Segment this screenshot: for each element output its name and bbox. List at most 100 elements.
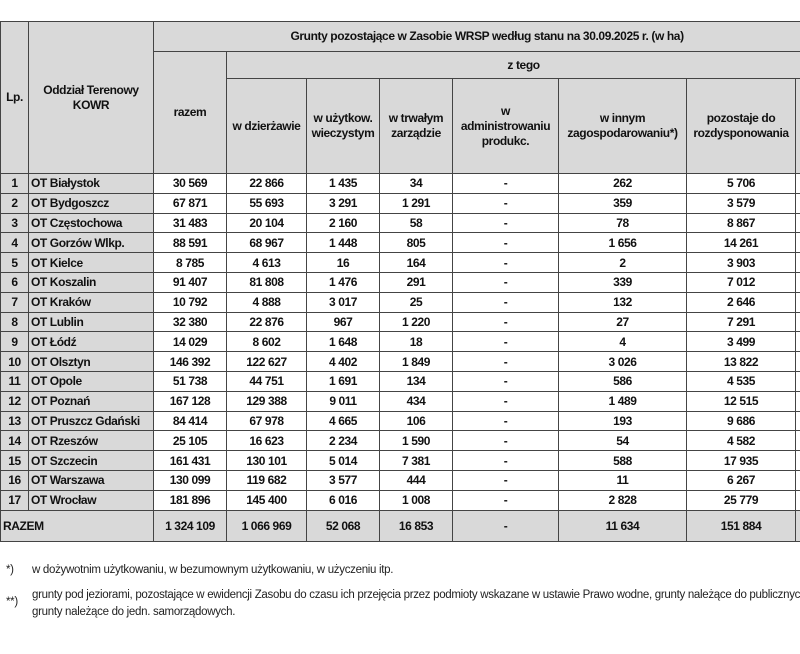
cell-razem: 10 792 [153,291,227,313]
table-row: 15 OT Szczecin 161 431 130 101 5 014 7 381-58… [0,450,800,471]
cell-razem: 91 407 [153,271,227,293]
row-number: 5 [0,252,29,273]
table-row: 11 OT Opole 51 738 44 751 1 691 134-586 4 535 [0,370,800,392]
row-number: 1 [0,173,29,194]
cell-uzytkow: 1 476 [306,271,380,293]
row-number: 6 [0,271,29,293]
cell-admin: - [452,311,559,333]
branch-name: OT Warszawa [28,469,154,491]
table-row: 4 OT Gorzów Wlkp. 88 591 68 967 1 448 805-1 6… [0,232,800,254]
branch-name: OT Opole [28,370,154,392]
cell-pozostaje: 9 686 [686,410,796,432]
table-row: 14 OT Rzeszów 25 105 16 623 2 234 1 590-54 4 5… [0,430,800,452]
cell-cut-off [794,509,800,542]
cell-dzierzawa: 129 388 [226,390,307,412]
table-row: 10 OT Olsztyn 146 392 122 627 4 402 1 849-3 0… [0,351,800,372]
row-number: 13 [0,410,29,432]
cell-uzytkow: 1 448 [306,232,380,254]
total-inny: 11 634 [558,509,687,542]
cell-cut-off [794,489,800,511]
cell-admin: - [452,252,559,273]
cell-cut-off [794,370,800,392]
total-label: RAZEM [0,509,154,542]
cell-razem: 146 392 [153,351,227,372]
cell-uzytkow: 1 435 [306,173,380,194]
cell-cut-off [794,469,800,491]
cell-uzytkow: 5 014 [306,450,380,471]
cell-dzierzawa: 8 602 [226,331,307,353]
row-number: 8 [0,311,29,333]
footnote-mark: **) [6,596,18,608]
cell-uzytkow: 1 691 [306,370,380,392]
footnote-1: *) w dożywotnim użytkowaniu, w bezumowny… [6,562,800,579]
cell-trwaly: 58 [379,212,453,234]
branch-name: OT Łódź [28,331,154,353]
land-resources-table: Lp. Oddział Terenowy KOWR Grunty pozosta… [0,21,800,542]
cell-dzierzawa: 4 888 [226,291,307,313]
cell-pozostaje: 3 579 [686,192,796,214]
cell-trwaly: 1 291 [379,192,453,214]
cell-pozostaje: 5 706 [686,173,796,194]
cell-inny: 1 489 [558,390,687,412]
table-row: 13 OT Pruszcz Gdański 84 414 67 978 4 665 106… [0,410,800,432]
table-row: 16 OT Warszawa 130 099 119 682 3 577 444-11 6 … [0,469,800,491]
cell-inny: 2 828 [558,489,687,511]
cell-inny: 2 [558,252,687,273]
row-number: 9 [0,331,29,353]
cell-cut-off [794,173,800,194]
header-remaining: pozostaje do rozdysponowania [686,78,796,174]
branch-name: OT Białystok [28,173,154,194]
cell-dzierzawa: 22 876 [226,311,307,333]
cell-dzierzawa: 22 866 [226,173,307,194]
header-production-admin: w administrowaniu produkc. [452,78,559,174]
cell-trwaly: 805 [379,232,453,254]
branch-name: OT Olsztyn [28,351,154,372]
cell-pozostaje: 12 515 [686,390,796,412]
row-number: 12 [0,390,29,412]
cell-inny: 359 [558,192,687,214]
header-lp: Lp. [0,21,29,174]
total-pozostaje: 151 884 [686,509,796,542]
cell-inny: 54 [558,430,687,452]
cell-inny: 262 [558,173,687,194]
cell-admin: - [452,489,559,511]
cell-inny: 586 [558,370,687,392]
cell-admin: - [452,331,559,353]
cell-pozostaje: 8 867 [686,212,796,234]
row-number: 2 [0,192,29,214]
cell-uzytkow: 967 [306,311,380,333]
cell-trwaly: 1 008 [379,489,453,511]
table-row: 3 OT Częstochowa 31 483 20 104 2 160 58-78 8 8… [0,212,800,234]
cell-cut-off [794,212,800,234]
cell-razem: 167 128 [153,390,227,412]
row-number: 17 [0,489,29,511]
cell-trwaly: 444 [379,469,453,491]
cell-trwaly: 7 381 [379,450,453,471]
row-number: 3 [0,212,29,234]
cell-dzierzawa: 81 808 [226,271,307,293]
cell-dzierzawa: 122 627 [226,351,307,372]
cell-trwaly: 25 [379,291,453,313]
branch-name: OT Wrocław [28,489,154,511]
header-of-which: z tego [225,51,800,79]
cell-pozostaje: 25 779 [686,489,796,511]
cell-trwaly: 34 [379,173,453,194]
cell-trwaly: 1 220 [379,311,453,333]
cell-admin: - [452,173,559,194]
cell-pozostaje: 17 935 [686,450,796,471]
cell-dzierzawa: 4 613 [226,252,307,273]
cell-admin: - [452,192,559,214]
header-group-title: Grunty pozostające w Zasobie WRSP według… [152,21,800,52]
cell-dzierzawa: 20 104 [226,212,307,234]
cell-cut-off [794,331,800,353]
cell-dzierzawa: 68 967 [226,232,307,254]
cell-cut-off [794,271,800,293]
total-row: RAZEM 1 324 109 1 066 969 52 068 16 853-11 6… [0,509,800,542]
footnotes: *) w dożywotnim użytkowaniu, w bezumowny… [6,562,800,629]
cell-razem: 51 738 [153,370,227,392]
header-perpetual-usufruct: w użytkow. wieczystym [306,78,380,174]
cell-trwaly: 434 [379,390,453,412]
cell-razem: 31 483 [153,212,227,234]
cell-razem: 130 099 [153,469,227,491]
cell-inny: 11 [558,469,687,491]
